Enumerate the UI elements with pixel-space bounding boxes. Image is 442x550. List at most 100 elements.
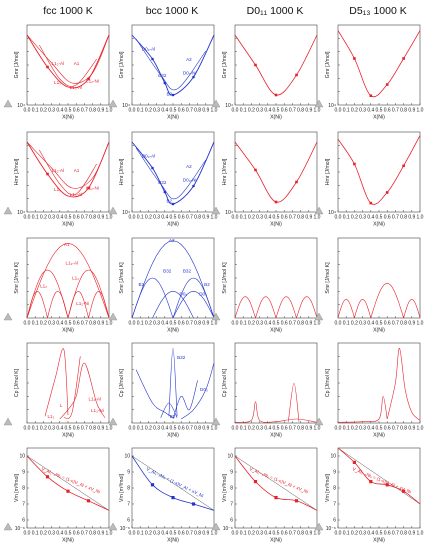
- y-tick-label: 7: [230, 502, 233, 508]
- fcc-entropy-arc: [26, 242, 110, 319]
- data-point: [171, 202, 175, 206]
- panel-3-2: 0.0 0.1 0.2 0.3 0.4 0.5 0.6 0.7 0.8 0.9 1.0X(Ni)Sm…: [314, 237, 424, 334]
- y-ticks: [338, 145, 340, 199]
- phase-label: L1₂-Ni: [86, 186, 99, 191]
- bcc-cp-curve: [135, 369, 174, 418]
- x-tick-label: 1.0: [314, 531, 321, 537]
- y-exponent-label: 10⁴: [225, 103, 233, 109]
- x-tick-label: 0.1: [32, 321, 39, 327]
- data-point: [295, 73, 298, 77]
- panel-logo-icon: [211, 312, 221, 321]
- x-axis-label: X(Ni): [62, 115, 74, 121]
- y-tick-label: 10: [124, 454, 130, 460]
- phase-label: L1₀: [54, 187, 61, 192]
- phase-label: L1₂-Al: [89, 397, 102, 402]
- panel-logo-icon: [211, 417, 221, 426]
- panel-logo-icon: [314, 522, 324, 531]
- panel-frame: [131, 131, 215, 213]
- panel-3-4: 0.0 0.1 0.2 0.3 0.4 0.5 0.6 0.7 0.8 0.9 1.0X(Ni)Vm…: [314, 447, 424, 544]
- phase-label: L1₂-Ni: [76, 301, 89, 306]
- x-tick-label: 0.6: [73, 108, 80, 114]
- x-tick-label: 0.2: [351, 321, 358, 327]
- x-tick-label: 0.4: [367, 321, 374, 327]
- data-point: [86, 499, 91, 503]
- phase-label: B2: [166, 91, 172, 96]
- phase-label: D0₃-Al: [142, 47, 155, 52]
- y-tick-label: 6: [22, 518, 25, 524]
- x-tick-label: 0.6: [384, 321, 391, 327]
- x-tick-labels: 0.0 0.1 0.2 0.3 0.4 0.5 0.6 0.7 0.8 0.9 1.0: [232, 103, 321, 114]
- fcc-entropy-arc: [67, 290, 89, 319]
- x-tick-label: 1.0: [314, 215, 321, 221]
- x-tick-label: 0.3: [359, 321, 366, 327]
- x-tick-label: 1.0: [417, 426, 424, 432]
- bcc-b32-curve: [135, 38, 207, 91]
- x-tick-label: 0.5: [170, 531, 177, 537]
- panel-logo-icon: [3, 417, 13, 426]
- x-tick-label: 0.8: [194, 108, 201, 114]
- x-tick-label: 0.1: [32, 108, 39, 114]
- x-axis-label: X(Ni): [62, 538, 74, 544]
- x-tick-label: 0.7: [392, 531, 399, 537]
- y-axis-label: Gmr [J/mol]: [119, 51, 125, 78]
- x-tick-label: 0.8: [89, 215, 96, 221]
- panel-logo-icon: [314, 312, 324, 321]
- x-tick-label: 0.3: [48, 321, 55, 327]
- x-tick-label: 0.6: [384, 426, 391, 432]
- x-tick-label: 0.4: [367, 108, 374, 114]
- x-axis-label: X(Ni): [62, 433, 74, 439]
- x-tick-label: 0.5: [170, 321, 177, 327]
- y-tick-label: 7: [22, 502, 25, 508]
- phase-label: L1₀: [54, 80, 61, 85]
- x-tick-label: 0.1: [137, 321, 144, 327]
- x-axis-label: X(Ni): [373, 433, 385, 439]
- x-tick-label: 0.4: [367, 426, 374, 432]
- phase-label: B32: [177, 355, 186, 360]
- x-tick-label: 0.5: [376, 215, 383, 221]
- panel-logo-icon: [108, 417, 118, 426]
- x-tick-labels: 0.0 0.1 0.2 0.3 0.4 0.5 0.6 0.7 0.8 0.9 1.0: [129, 210, 218, 221]
- x-tick-label: 0.1: [240, 321, 247, 327]
- data-point: [163, 190, 167, 194]
- panel-frame: [234, 237, 318, 319]
- x-tick-label: 0.8: [194, 215, 201, 221]
- x-tick-labels: 0.0 0.1 0.2 0.3 0.4 0.5 0.6 0.7 0.8 0.9 1.0: [24, 103, 113, 114]
- phase-label: L1₂-Ni: [86, 79, 99, 84]
- x-tick-label: 0.3: [153, 531, 160, 537]
- panel-frame: [131, 24, 215, 106]
- y-tick-label: 8: [22, 486, 25, 492]
- y-tick-label: 8: [333, 486, 336, 492]
- x-axis-label: X(Ni): [270, 328, 282, 334]
- phase-label: A1: [74, 61, 80, 66]
- x-tick-label: 0.1: [240, 108, 247, 114]
- x-tick-label: 0.2: [248, 215, 255, 221]
- fcc-hmr-l12: [26, 141, 110, 189]
- panel-logo-icon: [108, 206, 118, 215]
- x-tick-label: 0.6: [384, 531, 391, 537]
- panel-logo-icon: [3, 206, 13, 215]
- phase-label: D0₃-Al: [142, 154, 155, 159]
- x-tick-labels: 0.0 0.1 0.2 0.3 0.4 0.5 0.6 0.7 0.8 0.9 1.0: [24, 316, 113, 327]
- x-tick-label: 0.7: [392, 215, 399, 221]
- x-tick-label: 1.0: [106, 108, 113, 114]
- phase-label: D0₃-Ni: [183, 178, 197, 183]
- d513-gmr-points: [353, 57, 405, 97]
- x-axis-label: X(Ni): [62, 328, 74, 334]
- x-tick-label: 0.3: [48, 215, 55, 221]
- y-tick-labels: [27, 251, 29, 305]
- x-tick-label: 0.5: [65, 531, 72, 537]
- phase-label: B32: [158, 180, 167, 185]
- x-tick-label: 1.0: [106, 321, 113, 327]
- panel-frame: [337, 237, 421, 319]
- panel-frame: [26, 24, 110, 106]
- data-point: [274, 93, 278, 97]
- x-tick-label: 0.1: [240, 531, 247, 537]
- x-tick-label: 0.4: [56, 108, 63, 114]
- panel-logo-icon: [314, 99, 324, 108]
- y-ticks: [235, 38, 237, 92]
- y-axis-label: Gmr [J/mol]: [222, 51, 228, 78]
- x-tick-label: 0.7: [81, 215, 88, 221]
- data-point: [369, 94, 373, 97]
- column-title-fcc: fcc 1000 K: [43, 5, 93, 17]
- x-tick-label: 0.5: [376, 531, 383, 537]
